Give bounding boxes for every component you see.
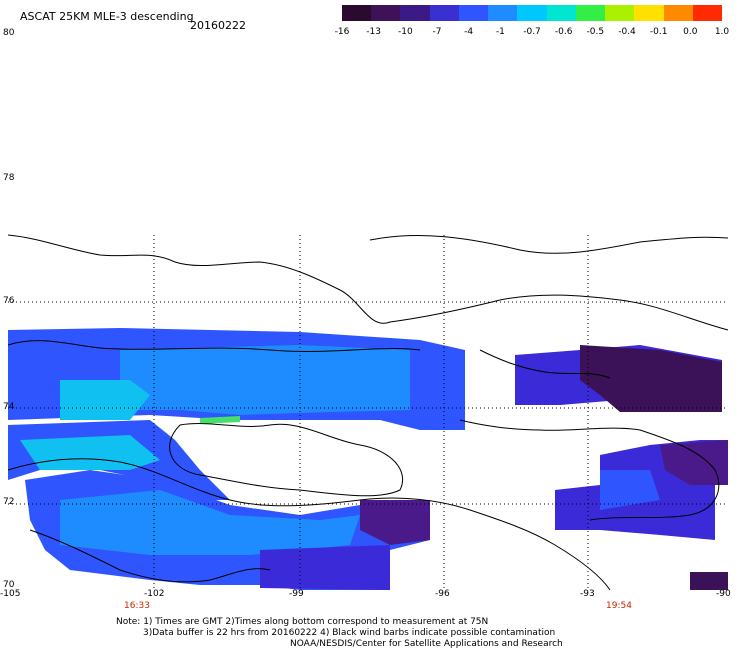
colorbar-cell [575, 5, 606, 21]
lat-label-76: 76 [3, 296, 15, 306]
product-title: ASCAT 25KM MLE-3 descending [20, 10, 194, 23]
colorbar-label: -7 [432, 27, 442, 37]
coast-island-1 [169, 423, 404, 497]
colorbar-label: -13 [366, 27, 382, 37]
colorbar-cell [429, 5, 459, 21]
coastlines [7, 234, 729, 591]
colorbar-label: -0.5 [586, 27, 605, 37]
time-label-west: 16:33 [124, 601, 150, 611]
colorbar-label: -0.4 [618, 27, 636, 37]
coast-boothia [459, 419, 720, 521]
swath-west-lower-purple [360, 500, 430, 545]
colorbar-cell [546, 5, 576, 21]
coast-east-inlet [479, 349, 611, 379]
colorbar [342, 5, 723, 21]
lat-label-74: 74 [3, 402, 15, 412]
colorbar-label: 1.0 [714, 27, 730, 37]
coast-north [7, 234, 729, 331]
note-line-2: 3)Data buffer is 22 hrs from 20160222 4)… [143, 628, 556, 638]
lat-label-78: 78 [3, 173, 15, 183]
colorbar-label: -4 [464, 27, 474, 37]
swath-west-middle-cyan [20, 435, 160, 470]
coast-mainland [7, 458, 611, 591]
colorbar-cell [692, 5, 723, 21]
colorbar-cell [458, 5, 489, 21]
lon-label-102: -102 [144, 589, 165, 599]
lat-label-72: 72 [3, 497, 15, 507]
swath-green-strip [200, 416, 240, 424]
lon-label-96: -96 [435, 589, 450, 599]
colorbar-cell [605, 5, 635, 21]
coast-northeast [369, 234, 729, 254]
swath-west-lower-indigo [260, 545, 390, 590]
data-swaths [8, 328, 728, 590]
lat-label-80: 80 [3, 28, 15, 38]
colorbar-label: -16 [334, 27, 350, 37]
swath-east-corner [690, 572, 728, 590]
product-date: 20160222 [190, 19, 246, 32]
swath-west-upper-cyan [120, 345, 410, 415]
colorbar-label: 0.0 [683, 27, 698, 37]
lat-label-70: 70 [3, 580, 15, 590]
lon-label-99: -99 [289, 589, 304, 599]
swath-east-upper-purple [580, 345, 722, 412]
colorbar-cell [634, 5, 664, 21]
colorbar-cell [342, 5, 372, 21]
coast-victoria [7, 340, 421, 352]
colorbar-cell [400, 5, 430, 21]
colorbar-cell [517, 5, 547, 21]
lon-label-90: -90 [716, 589, 731, 599]
colorbar-label: -0.6 [554, 27, 573, 37]
lon-label-93: -93 [580, 589, 595, 599]
coast-south [29, 529, 271, 583]
note-line-3: NOAA/NESDIS/Center for Satellite Applica… [290, 639, 563, 649]
colorbar-label: -0.1 [649, 27, 668, 37]
colorbar-label: -10 [397, 27, 413, 37]
swath-east-blue [600, 470, 660, 510]
graticule [8, 235, 728, 590]
time-label-east: 19:54 [606, 601, 632, 611]
swath-west-lower-cyan [60, 490, 360, 555]
colorbar-label: -0.7 [523, 27, 541, 37]
colorbar-cell [371, 5, 401, 21]
note-line-1: Note: 1) Times are GMT 2)Times along bot… [116, 617, 489, 627]
colorbar-label: -1 [495, 27, 505, 37]
swath-west-upper-light [60, 380, 150, 420]
lon-label-105: -105 [0, 589, 21, 599]
colorbar-cell [488, 5, 518, 21]
swath-east-middle-purple [660, 440, 728, 485]
colorbar-cell [663, 5, 693, 21]
